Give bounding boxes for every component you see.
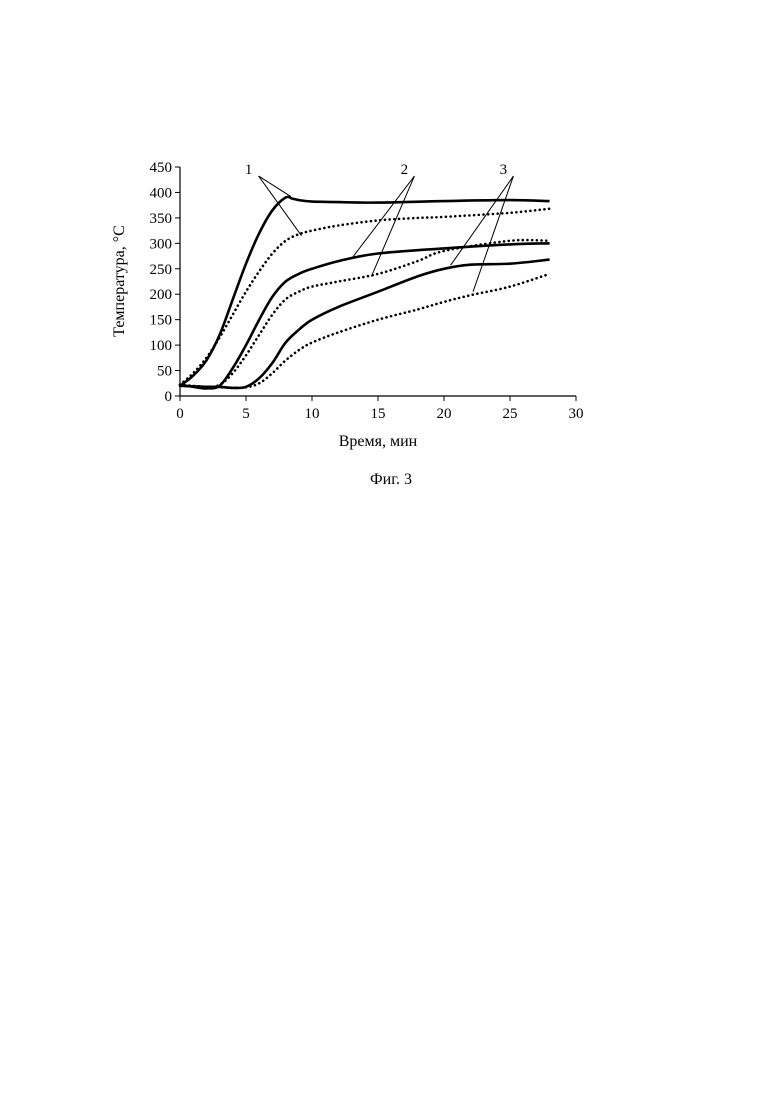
y-tick-label: 150 <box>150 313 173 329</box>
y-tick-label: 400 <box>150 185 173 201</box>
x-tick-label: 30 <box>569 406 584 422</box>
curve-label-2: 2 <box>401 162 409 178</box>
figure-caption: Фиг. 3 <box>370 471 412 488</box>
leader-line-3 <box>473 176 513 292</box>
series-line-1-solid <box>180 197 550 386</box>
x-tick-label: 5 <box>242 406 250 422</box>
y-tick-label: 250 <box>150 262 173 278</box>
curve-leaders: 1 2 3 <box>245 162 514 292</box>
y-tick-label: 350 <box>150 211 173 227</box>
y-tick-label: 200 <box>150 287 173 303</box>
y-axis-title: Температура, °С <box>111 225 128 337</box>
leader-line-2 <box>371 176 414 276</box>
x-tick-label: 20 <box>437 406 452 422</box>
leader-line-1 <box>259 176 302 236</box>
y-tick-label: 0 <box>165 389 173 405</box>
x-tick-label: 25 <box>503 406 518 422</box>
y-tick-label: 300 <box>150 236 173 252</box>
y-tick-label: 50 <box>157 364 172 380</box>
curve-label-3: 3 <box>500 162 508 178</box>
x-tick-label: 15 <box>371 406 386 422</box>
x-tick-label: 10 <box>305 406 320 422</box>
y-tick-label: 450 <box>150 160 173 176</box>
y-tick-label: 100 <box>150 338 173 354</box>
leader-line-3 <box>451 176 514 265</box>
leader-line-2 <box>352 176 415 259</box>
x-axis-title: Время, мин <box>339 433 418 450</box>
curve-label-1: 1 <box>245 162 253 178</box>
x-tick-label: 0 <box>176 406 184 422</box>
leader-line-1 <box>259 176 291 196</box>
curves <box>180 197 550 389</box>
